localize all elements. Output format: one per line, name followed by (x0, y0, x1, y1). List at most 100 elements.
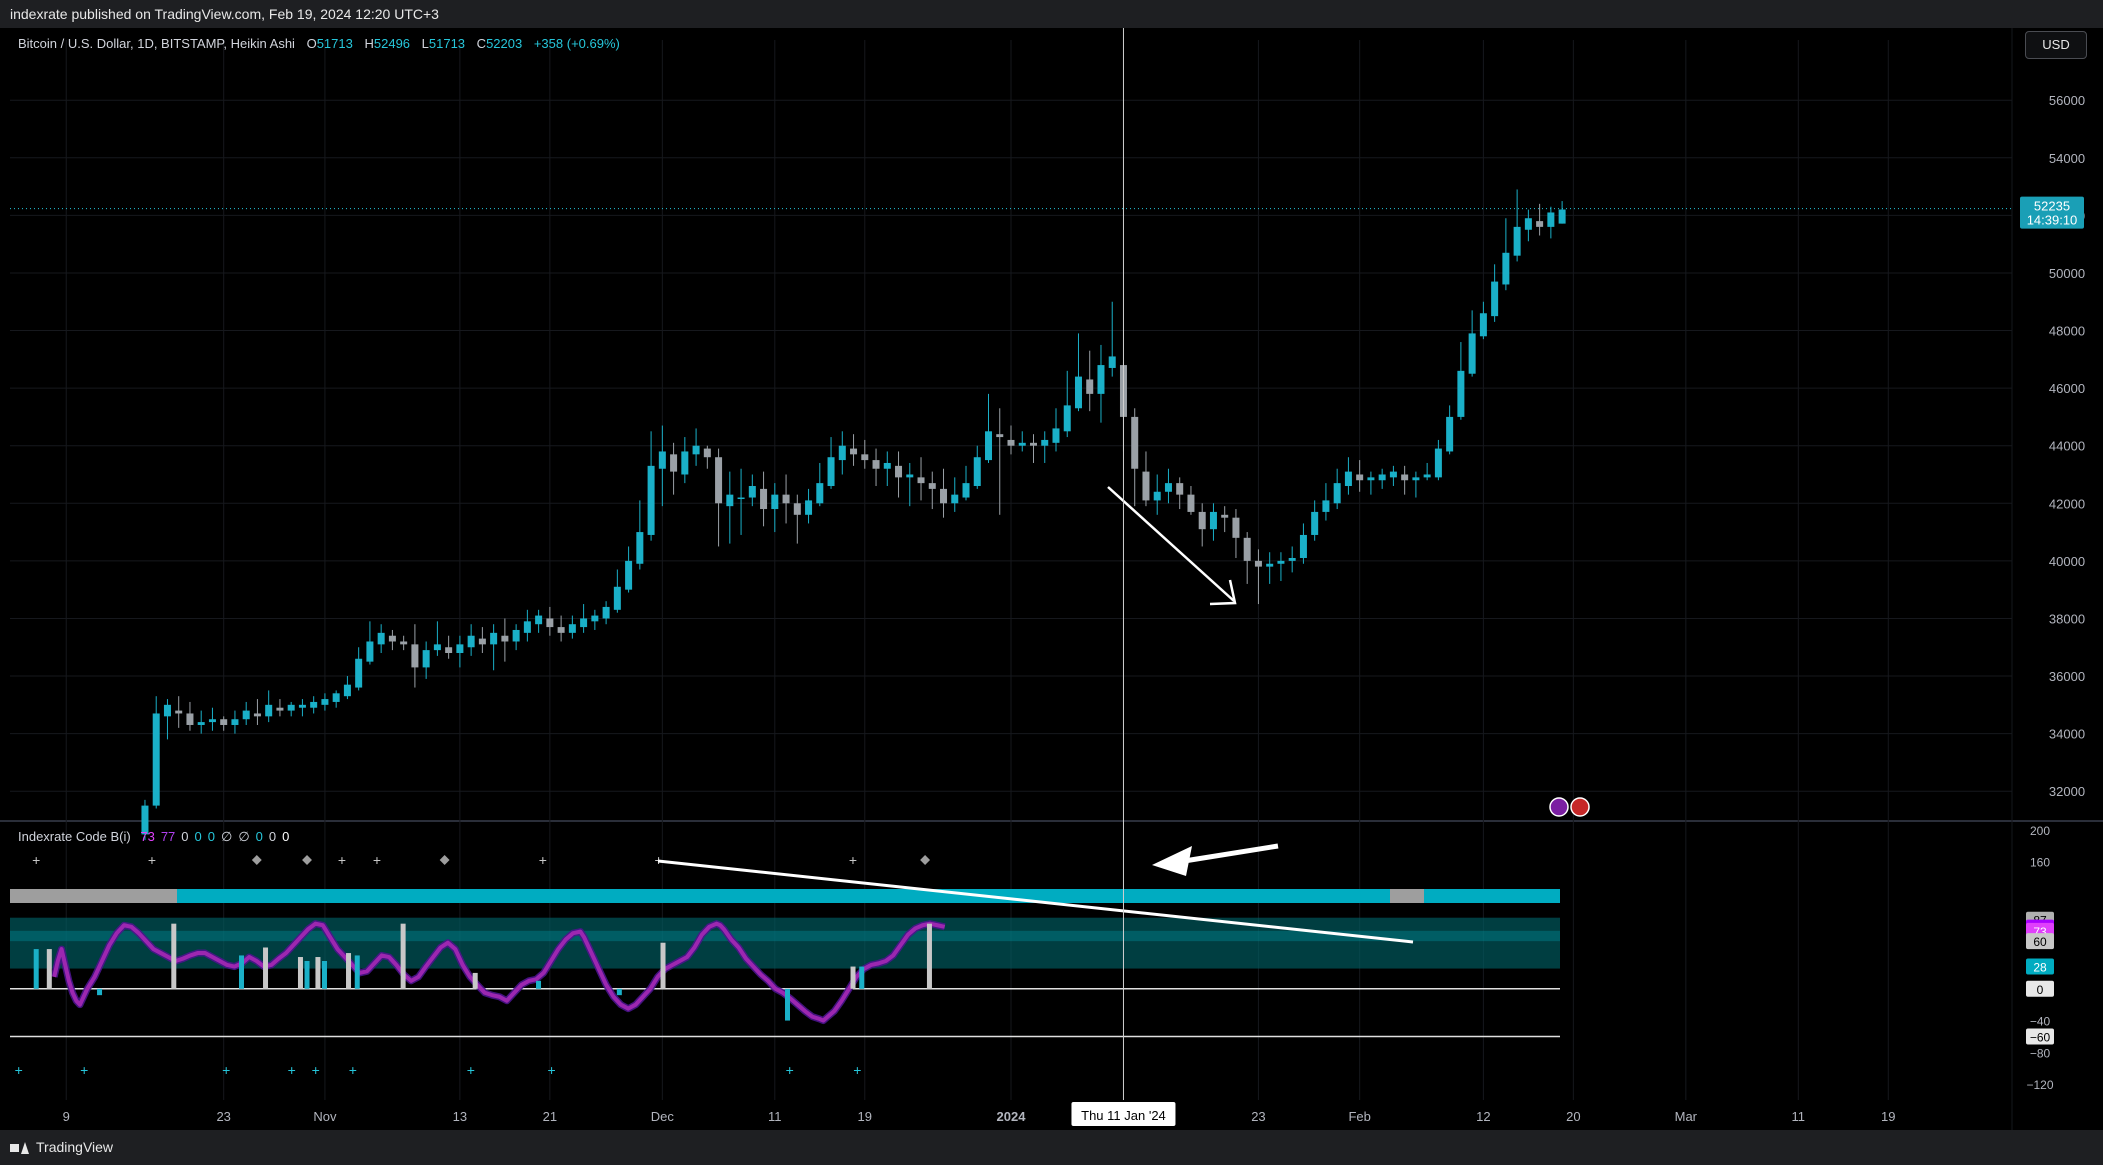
low-label: L (421, 36, 429, 51)
signal-spike (97, 988, 103, 996)
price-tick-label: 32000 (2049, 784, 2085, 799)
plus-marker: + (32, 852, 40, 868)
candle-body (636, 532, 644, 564)
diamond-marker (920, 855, 931, 865)
oscillator-trendline (657, 859, 1414, 944)
price-tick-label: 34000 (2049, 727, 2085, 742)
crosshair-date-label: Thu 11 Jan '24 (1081, 1108, 1166, 1123)
candle-body (163, 704, 171, 717)
candle-body (501, 635, 509, 642)
candle-body (805, 500, 813, 515)
chart-frame[interactable]: 9 23 Nov 13 21 Dec 11 19 2024 23 Feb 12 20 Mar 11 19 320… (0, 28, 2103, 1130)
x-tick-label: 20 (1566, 1109, 1580, 1124)
open-value: 51713 (316, 36, 353, 51)
candle-body (872, 460, 880, 469)
candle-body (332, 693, 340, 702)
candle-body (1243, 537, 1251, 561)
candle-body (883, 462, 891, 469)
chart-canvas[interactable]: 9 23 Nov 13 21 Dec 11 19 2024 23 Feb 12 20 Mar 11 19 320… (0, 28, 2103, 1130)
indicator-value: 0 (268, 829, 277, 844)
indicator-value: 77 (160, 829, 176, 844)
candle-body (1457, 370, 1465, 417)
candle-body (1367, 477, 1375, 481)
signal-spike (33, 949, 39, 989)
footer-brand: TradingView (36, 1139, 114, 1155)
candle-body (1209, 511, 1217, 530)
candle-body (1266, 563, 1274, 567)
indicator-value: 0 (181, 829, 189, 844)
flash-event-icon (1549, 797, 1569, 817)
close-label: C (476, 36, 487, 51)
signal-spike (171, 923, 177, 989)
candle-body (310, 701, 318, 708)
candle-body (1333, 483, 1341, 504)
candle-body (1344, 471, 1352, 487)
candle-body (1153, 491, 1161, 501)
candle-body (827, 457, 835, 487)
oscillator-value-tag (2026, 1028, 2054, 1045)
status-strip-gray (1390, 889, 1424, 903)
oscillator-tick-label: 0 (2037, 983, 2044, 997)
countdown-timer: 14:39:10 (2027, 213, 2078, 228)
candle-body (1446, 416, 1454, 452)
indicator-legend[interactable]: Indexrate Code B(i) 73 77 0 0 0 ∅ ∅ 0 0 0 (18, 829, 289, 845)
candle-body (973, 457, 981, 487)
candle-body (1074, 376, 1082, 409)
plus-marker: + (148, 852, 156, 868)
high-value: 52496 (373, 36, 411, 51)
candle-body (1029, 442, 1037, 446)
x-tick-label: Dec (651, 1109, 675, 1124)
x-tick-label: 12 (1476, 1109, 1490, 1124)
candle-body (1311, 511, 1319, 535)
diamond-marker (302, 855, 312, 865)
candle-body (343, 684, 351, 697)
candle-body (1097, 365, 1105, 394)
signal-spike (926, 923, 932, 989)
signal-spike (354, 955, 360, 989)
indicator-value: ∅ (238, 829, 250, 844)
x-tick-label: 11 (1792, 1109, 1806, 1124)
plus-marker-bottom: + (312, 1062, 320, 1078)
candle-body (152, 713, 160, 806)
candle-body (512, 629, 520, 642)
candle-body (647, 465, 655, 535)
price-tick-label: 40000 (2049, 554, 2085, 569)
signal-spike (660, 942, 666, 989)
signal-spike (784, 988, 790, 1021)
plus-marker-bottom: + (786, 1062, 794, 1078)
candle-body (557, 627, 565, 633)
us-flag-event-icon (1570, 797, 1590, 817)
candle-body (1434, 448, 1442, 478)
indicator-value: ∅ (221, 829, 233, 844)
candle-body (1288, 557, 1296, 561)
indicator-value: 0 (207, 829, 215, 844)
candle-body (197, 722, 205, 725)
x-tick-label: 19 (1881, 1109, 1895, 1124)
candle-body (546, 618, 554, 628)
x-tick-label: 9 (63, 1109, 70, 1124)
candle-body (321, 699, 329, 705)
status-strip-cyan (177, 889, 1390, 903)
currency-button[interactable]: USD (2025, 31, 2087, 59)
signal-spike (304, 961, 310, 989)
tradingview-logo[interactable]: TradingView (10, 1130, 113, 1165)
candle-body (141, 805, 149, 835)
candle-body (917, 477, 925, 484)
x-tick-label: 11 (768, 1109, 782, 1124)
oscillator-tick-label: −120 (2026, 1078, 2053, 1092)
candle-body (523, 621, 531, 633)
candle-body (1299, 534, 1307, 558)
candle-body (580, 618, 588, 628)
candle-body (388, 635, 396, 642)
plus-marker: + (373, 852, 381, 868)
candle-body (1063, 405, 1071, 432)
candle-body (1142, 471, 1150, 501)
price-tick-label: 56000 (2049, 93, 2085, 108)
oscillator-value-tag (2026, 958, 2054, 975)
signal-spike (472, 972, 478, 989)
publish-header: indexrate published on TradingView.com, … (0, 0, 2103, 28)
candle-body (377, 632, 385, 645)
candle-body (895, 465, 903, 478)
plus-marker-bottom: + (15, 1062, 23, 1078)
candle-body (1378, 474, 1386, 481)
